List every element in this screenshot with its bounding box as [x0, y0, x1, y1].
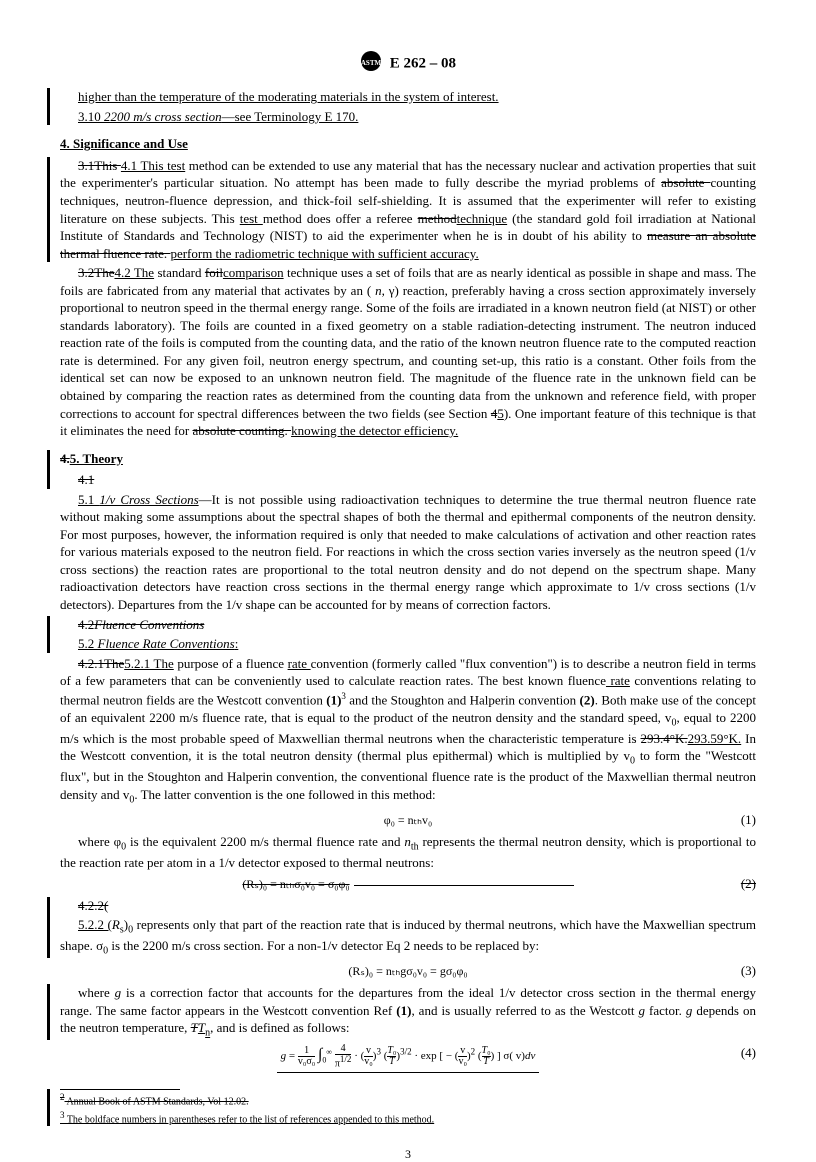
old-4-2: 4.2Fluence Conventions: [60, 616, 756, 634]
para-4-1: 3.1This 4.1 This test method can be exte…: [60, 157, 756, 262]
para-5-1: 5.1 1/v Cross Sections—It is not possibl…: [60, 491, 756, 614]
page-number: 3: [60, 1146, 756, 1162]
line-3-10: 3.10 2200 m/s cross section—see Terminol…: [60, 108, 756, 126]
line-3-9-cont: higher than the temperature of the moder…: [60, 88, 756, 106]
equation-2: (Rₛ)₀ = nₜₕσ₀v₀ = σ₀φ₀ (2): [60, 875, 756, 893]
equation-4: g = 1 v₀σ₀ ∫0∞ 4 π1/2 · (vv₀)3 (T₀T)3/2 …: [60, 1044, 756, 1072]
equation-3: (Rₛ)₀ = nₜₕgσ₀v₀ = gσ₀φ₀ (3): [60, 962, 756, 980]
astm-logo: ASTM: [360, 50, 382, 78]
old-4-2-2: 4.2.2(: [60, 897, 756, 915]
page-header: ASTM E 262 – 08: [60, 50, 756, 78]
para-4-2: 3.2The4.2 The standard foilcomparison te…: [60, 264, 756, 439]
sec5-heading: 4.5. Theory: [60, 450, 756, 468]
para-5-2-2: 5.2.2 (Rs)0 represents only that part of…: [60, 916, 756, 958]
svg-text:ASTM: ASTM: [361, 59, 382, 67]
para-5-2-1: 4.2.1The5.2.1 The purpose of a fluence r…: [60, 655, 756, 807]
equation-1: φ₀ = nₜₕv₀ (1): [60, 811, 756, 829]
footnote-3: 3 The boldface numbers in parentheses re…: [60, 1110, 756, 1126]
para-5-2: 5.2 Fluence Rate Conventions:: [60, 635, 756, 653]
footnote-2: 2 Annual Book of ASTM Standards, Vol 12.…: [60, 1092, 756, 1108]
eq1-desc: where φ0 is the equivalent 2200 m/s ther…: [60, 833, 756, 872]
sec4-heading: 4. Significance and Use: [60, 135, 756, 153]
footnote-rule: [60, 1089, 180, 1090]
designation: E 262 – 08: [390, 56, 456, 72]
eq3-desc: where g is a correction factor that acco…: [60, 984, 756, 1040]
old-4-1: 4.1: [60, 471, 756, 489]
